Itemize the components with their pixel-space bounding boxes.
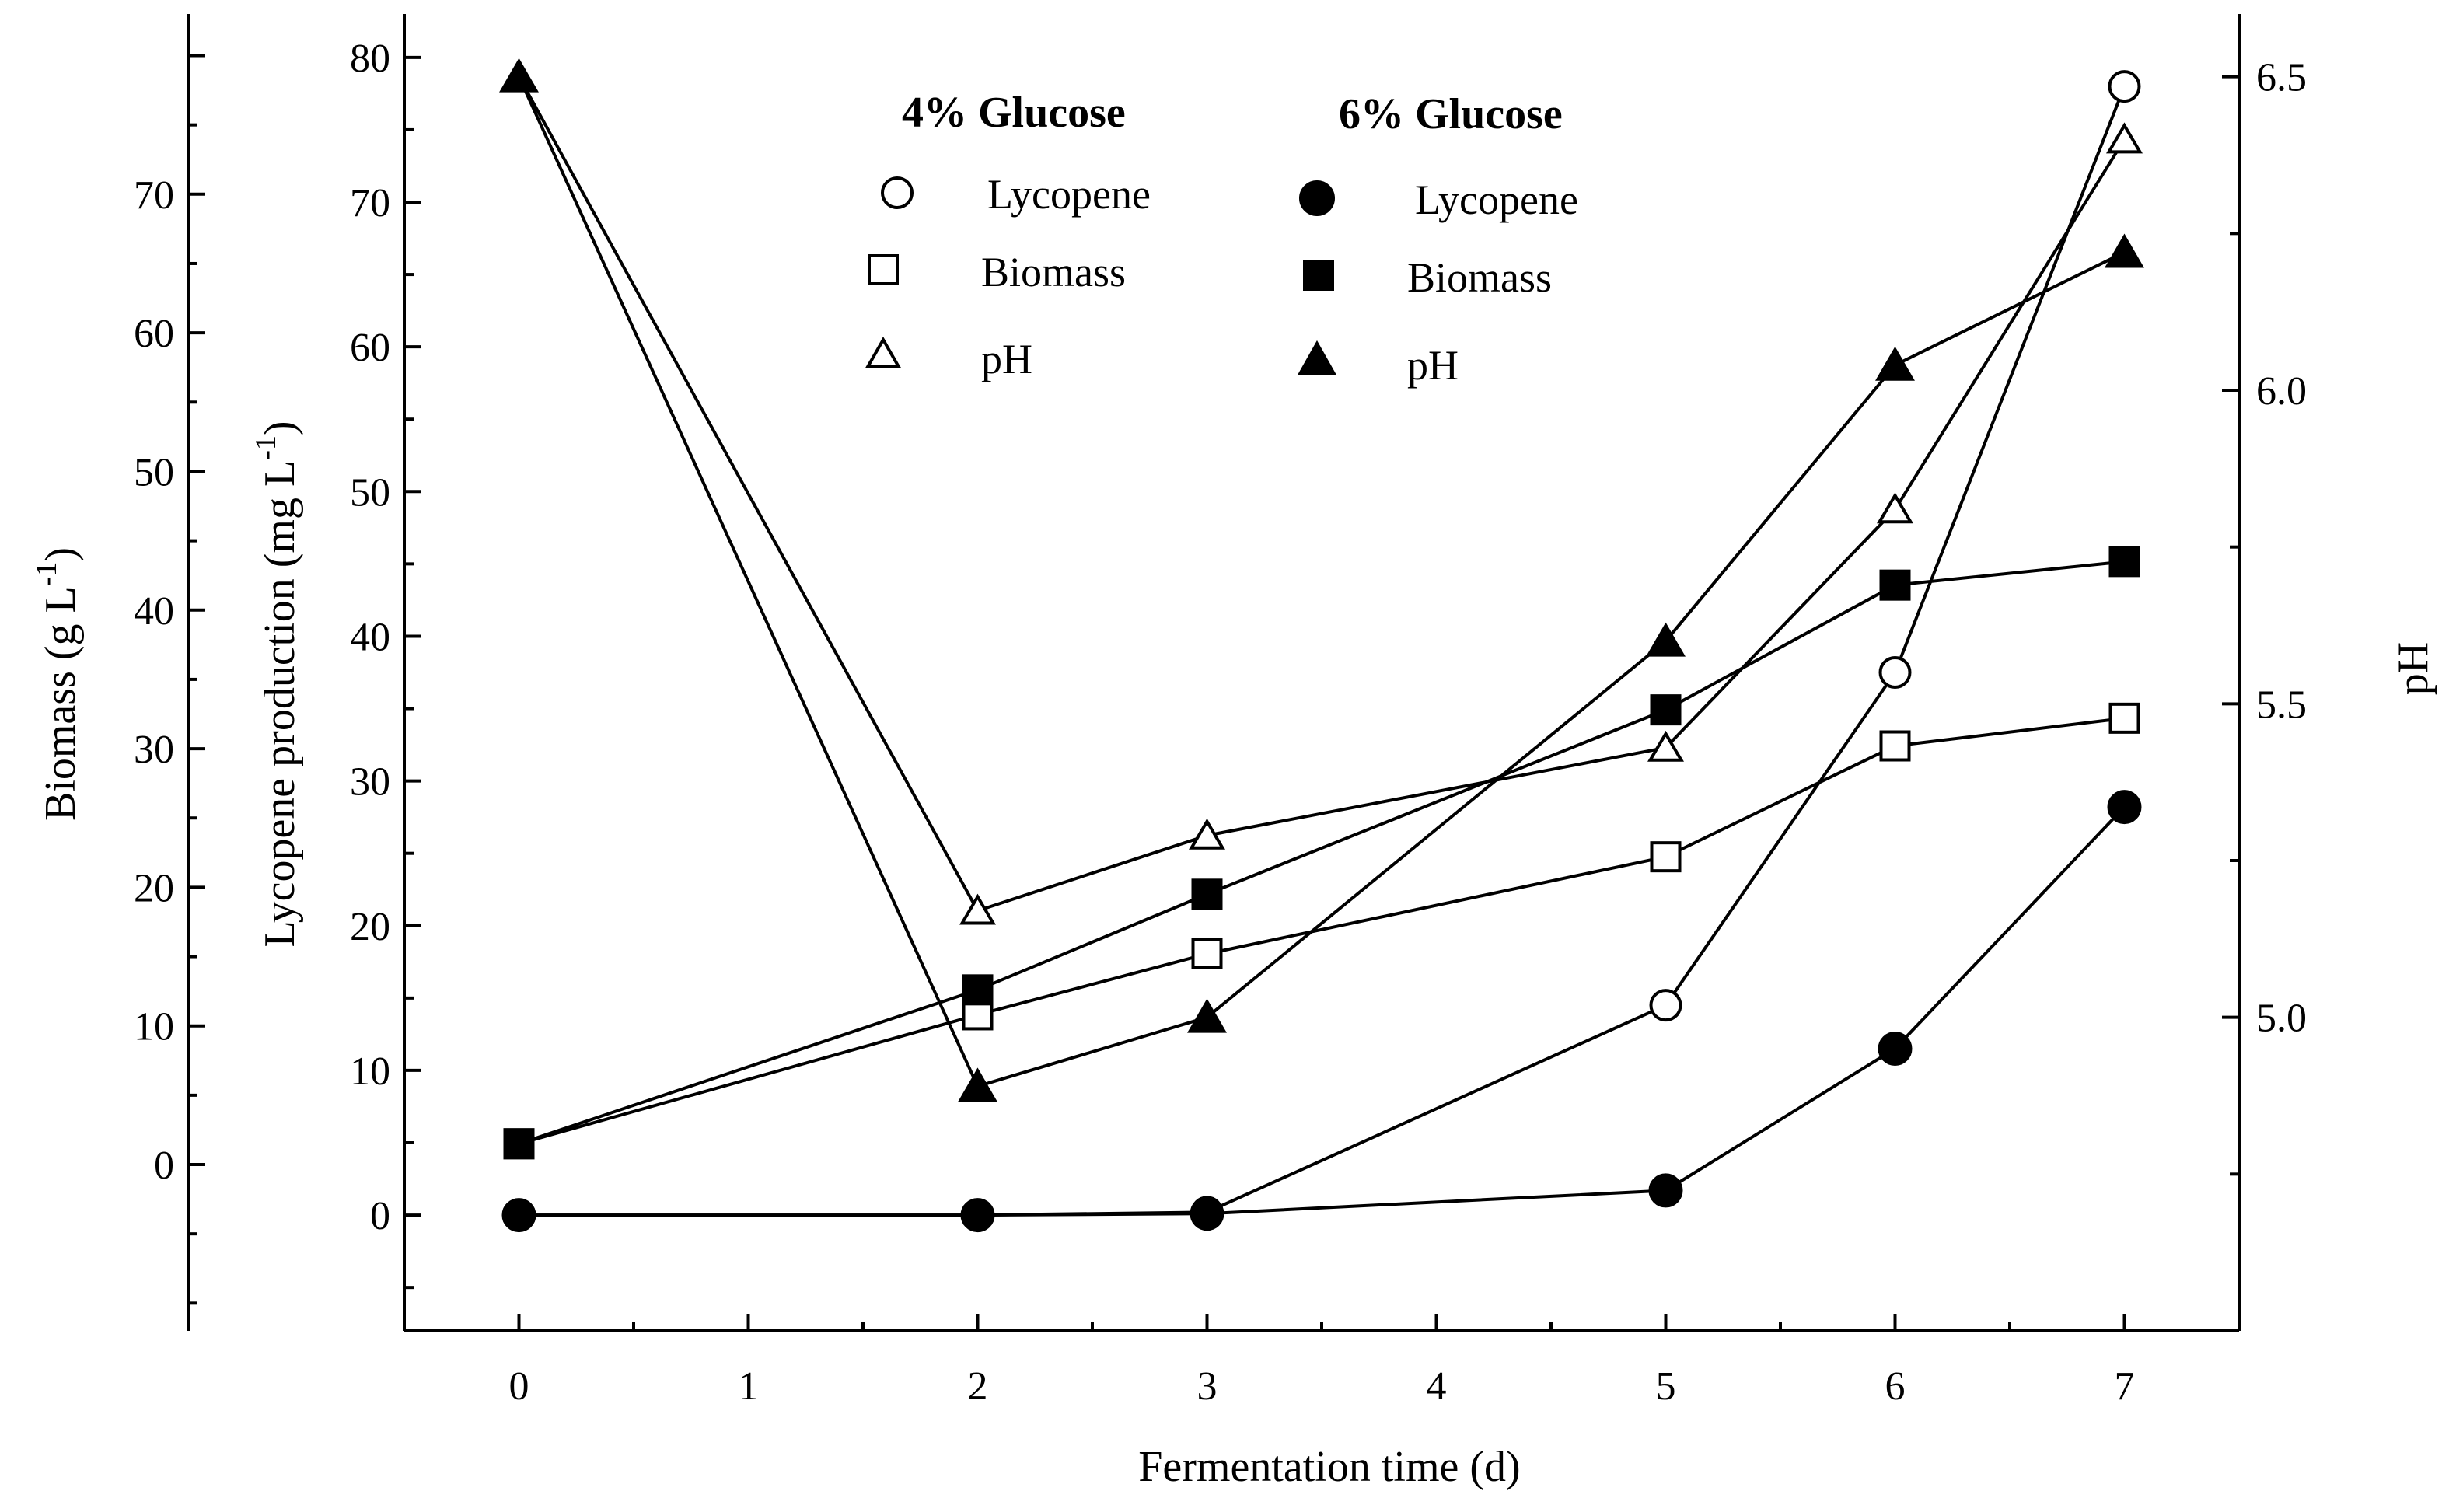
x-tick-label: 6 — [1885, 1364, 1906, 1409]
series-line-4pct-ph — [517, 75, 2126, 913]
legend-marker-4pct-lycopene — [881, 176, 914, 209]
lycopene-axis-title-end: ) — [256, 421, 304, 435]
x-axis-title: Fermentation time (d) — [1138, 1443, 1520, 1491]
x-tick-label: 3 — [1197, 1364, 1218, 1409]
lycopene-tick-label: 20 — [350, 905, 390, 949]
series-line-4pct-biomass — [518, 716, 2125, 1146]
ph-tick-label: 6.5 — [2256, 56, 2307, 100]
biomass-axis-title-main: Biomass (g L — [37, 586, 85, 821]
point-6pct-ph — [958, 1067, 997, 1102]
legend-label-6pct-biomass: Biomass — [1407, 254, 1552, 301]
point-4pct-ph — [1189, 818, 1225, 850]
lycopene-tick-label: 80 — [350, 37, 390, 81]
point-4pct-biomass — [1879, 730, 1911, 762]
legend-group-4pct: 4% Glucose — [902, 89, 1126, 137]
point-4pct-lycopene — [2108, 70, 2141, 103]
lycopene-tick-label: 30 — [350, 760, 390, 805]
point-6pct-biomass — [962, 974, 994, 1006]
series-line-6pct-ph — [517, 75, 2126, 1088]
point-4pct-ph — [1647, 730, 1684, 762]
point-4pct-biomass — [1191, 938, 1223, 969]
point-6pct-ph — [2105, 233, 2144, 268]
x-tick-label: 7 — [2115, 1364, 2135, 1409]
x-tick-label: 1 — [739, 1364, 759, 1409]
point-4pct-lycopene — [1878, 656, 1912, 689]
lycopene-axis-title: Lycopene production (mg L-1) — [250, 421, 304, 947]
point-6pct-biomass — [503, 1128, 535, 1160]
legend-label-4pct-lycopene: Lycopene — [987, 171, 1151, 218]
x-tick-label: 0 — [509, 1364, 529, 1409]
biomass-tick-label: 60 — [134, 312, 174, 356]
point-4pct-biomass — [2108, 702, 2140, 734]
biomass-tick-label: 0 — [154, 1144, 174, 1188]
point-6pct-biomass — [2108, 546, 2140, 578]
biomass-axis-title: Biomass (g L-1) — [30, 547, 85, 821]
point-4pct-ph — [2106, 122, 2143, 154]
biomass-tick-label: 70 — [134, 173, 174, 218]
legend-marker-6pct-lycopene — [1299, 180, 1335, 216]
point-6pct-lycopene — [1190, 1196, 1224, 1231]
ph-tick-label: 5.5 — [2256, 683, 2307, 727]
lycopene-tick-label: 60 — [350, 326, 390, 370]
point-4pct-ph — [959, 893, 996, 925]
legend-label-6pct-lycopene: Lycopene — [1415, 176, 1578, 223]
x-tick-label: 2 — [968, 1364, 988, 1409]
point-6pct-ph — [1875, 346, 1915, 381]
series-line-6pct-biomass — [518, 560, 2125, 1146]
biomass-axis-title-sup: -1 — [30, 562, 63, 587]
point-6pct-lycopene — [960, 1198, 995, 1233]
point-4pct-ph — [1877, 492, 1913, 524]
point-6pct-lycopene — [501, 1198, 536, 1233]
point-4pct-biomass — [1650, 841, 1682, 873]
biomass-tick-label: 10 — [134, 1005, 174, 1049]
ph-tick-label: 6.0 — [2256, 369, 2307, 414]
legend-label-4pct-biomass: Biomass — [981, 249, 1126, 295]
legend-label-6pct-ph: pH — [1407, 342, 1459, 389]
point-6pct-biomass — [1879, 569, 1911, 601]
lycopene-tick-label: 40 — [350, 615, 390, 659]
point-4pct-lycopene — [1649, 989, 1682, 1022]
biomass-tick-label: 40 — [134, 589, 174, 634]
lycopene-tick-label: 10 — [350, 1049, 390, 1094]
point-6pct-biomass — [1650, 694, 1682, 726]
legend-marker-4pct-biomass — [868, 254, 899, 285]
ph-tick-label: 5.0 — [2256, 997, 2307, 1041]
point-6pct-biomass — [1191, 878, 1223, 910]
x-tick-label: 4 — [1427, 1364, 1447, 1409]
lycopene-tick-label: 50 — [350, 470, 390, 515]
legend-label-4pct-ph: pH — [981, 336, 1032, 382]
legend-marker-4pct-ph — [865, 336, 902, 368]
series-layer — [499, 58, 2144, 1233]
legend-marker-6pct-biomass — [1303, 260, 1334, 291]
biomass-tick-label: 20 — [134, 866, 174, 910]
lycopene-tick-label: 70 — [350, 181, 390, 225]
point-6pct-lycopene — [1648, 1173, 1683, 1208]
point-6pct-ph — [499, 58, 539, 93]
legend: 4% Glucose 6% Glucose Lycopene Biomass p… — [865, 89, 1578, 389]
biomass-tick-label: 30 — [134, 728, 174, 772]
point-6pct-ph — [1187, 998, 1227, 1033]
biomass-axis-title-end: ) — [37, 547, 85, 562]
point-6pct-lycopene — [1878, 1032, 1913, 1066]
biomass-tick-label: 50 — [134, 450, 174, 494]
lycopene-axis-title-sup: -1 — [250, 435, 282, 460]
lycopene-axis-title-main: Lycopene production (mg L — [256, 460, 304, 948]
point-6pct-lycopene — [2107, 790, 2142, 825]
lycopene-tick-label: 0 — [370, 1194, 390, 1238]
x-tick-label: 5 — [1656, 1364, 1676, 1409]
axes: 0 1 2 3 4 5 6 701020304050607080010203040506070… — [134, 14, 2307, 1409]
point-6pct-ph — [1646, 622, 1686, 657]
ph-axis-title: pH — [2389, 642, 2437, 695]
legend-marker-6pct-ph — [1297, 340, 1337, 375]
series-line-6pct-lycopene — [519, 805, 2126, 1217]
legend-group-6pct: 6% Glucose — [1339, 90, 1563, 138]
